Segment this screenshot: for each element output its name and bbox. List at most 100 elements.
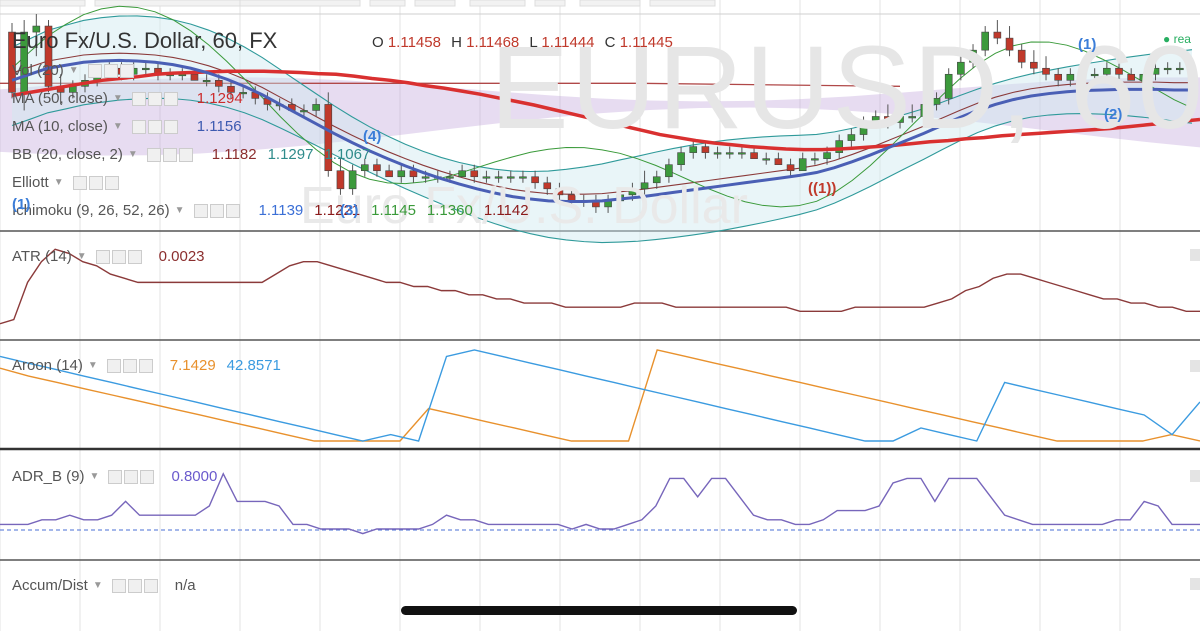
- indicator-controls[interactable]: [87, 63, 134, 78]
- close-icon[interactable]: [138, 358, 153, 373]
- indicator-controls[interactable]: [111, 578, 158, 593]
- candle: [957, 61, 965, 75]
- toolbar-tab: [649, 0, 716, 7]
- close-icon[interactable]: [163, 91, 178, 106]
- accum-label[interactable]: Accum/Dist: [12, 577, 88, 594]
- chevron-down-icon[interactable]: ▼: [53, 177, 64, 188]
- live-label: rea: [1173, 32, 1191, 46]
- candle: [884, 116, 892, 123]
- scale-handle: [1190, 578, 1200, 590]
- gear-icon[interactable]: [122, 358, 137, 373]
- indicator-controls[interactable]: [146, 147, 193, 162]
- indicator-controls[interactable]: [72, 175, 119, 190]
- indicator-controls[interactable]: [131, 119, 178, 134]
- indicator-legend-item: BB (20, close, 2) ▼ 1.1182 1.1297 1.1067: [12, 146, 370, 163]
- atr-label[interactable]: ATR (14): [12, 248, 72, 265]
- high-label: H: [451, 34, 462, 51]
- indicator-label[interactable]: Vol (20): [12, 62, 64, 79]
- gear-icon[interactable]: [88, 175, 103, 190]
- indicator-legend-item: MA (10, close) ▼ 1.1156: [12, 118, 242, 135]
- gear-icon[interactable]: [127, 578, 142, 593]
- atr-value: 0.0023: [158, 248, 205, 265]
- eye-icon[interactable]: [72, 175, 87, 190]
- candle: [1066, 73, 1075, 81]
- eye-icon[interactable]: [131, 119, 146, 134]
- candle: [774, 158, 783, 165]
- eye-icon[interactable]: [146, 147, 161, 162]
- chevron-down-icon[interactable]: ▼: [68, 65, 79, 76]
- candle: [969, 49, 977, 63]
- indicator-label[interactable]: BB (20, close, 2): [12, 146, 123, 163]
- candle: [1127, 73, 1135, 81]
- eye-icon[interactable]: [95, 249, 110, 264]
- close-icon[interactable]: [178, 147, 193, 162]
- close-icon[interactable]: [127, 249, 142, 264]
- aroon-down-line: [0, 349, 1200, 442]
- indicator-label[interactable]: Elliott: [12, 174, 49, 191]
- gear-icon[interactable]: [124, 469, 139, 484]
- chevron-down-icon[interactable]: ▼: [174, 205, 185, 216]
- eye-icon[interactable]: [106, 358, 121, 373]
- close-icon[interactable]: [140, 469, 155, 484]
- close-icon[interactable]: [143, 578, 158, 593]
- gear-icon[interactable]: [147, 119, 162, 134]
- indicator-value: 1.1221: [314, 202, 361, 219]
- chevron-down-icon[interactable]: ▼: [87, 360, 98, 371]
- scale-handle: [1190, 249, 1200, 261]
- candle: [202, 80, 211, 83]
- eye-icon[interactable]: [111, 578, 126, 593]
- indicator-controls[interactable]: [131, 91, 178, 106]
- indicator-value: 1.1294: [196, 90, 243, 107]
- close-icon[interactable]: [163, 119, 178, 134]
- close-icon[interactable]: [119, 63, 134, 78]
- eye-icon[interactable]: [131, 91, 146, 106]
- chevron-down-icon[interactable]: ▼: [127, 149, 138, 160]
- indicator-label[interactable]: MA (10, close): [12, 118, 108, 135]
- toolbar-tab: [239, 0, 361, 7]
- chevron-down-icon[interactable]: ▼: [112, 121, 123, 132]
- adr-label[interactable]: ADR_B (9): [12, 468, 85, 485]
- candle: [738, 152, 746, 155]
- chevron-down-icon[interactable]: ▼: [89, 471, 100, 482]
- gear-icon[interactable]: [103, 63, 118, 78]
- close-value: 1.11445: [619, 34, 673, 51]
- indicator-label[interactable]: MA (50, close): [12, 90, 108, 107]
- indicator-controls[interactable]: [108, 469, 155, 484]
- atr-legend: ATR (14) ▼ 0.0023: [12, 248, 205, 265]
- candle: [32, 25, 41, 33]
- candle: [665, 164, 673, 178]
- indicator-controls[interactable]: [95, 249, 142, 264]
- indicator-value: 1.1297: [267, 146, 314, 163]
- candle: [640, 182, 649, 190]
- chevron-down-icon[interactable]: ▼: [76, 251, 87, 262]
- eye-icon[interactable]: [193, 203, 208, 218]
- chevron-down-icon[interactable]: ▼: [92, 580, 103, 591]
- gear-icon[interactable]: [162, 147, 177, 162]
- indicator-controls[interactable]: [106, 358, 153, 373]
- live-indicator: ● rea: [1163, 32, 1191, 46]
- candle: [300, 110, 308, 113]
- gear-icon[interactable]: [111, 249, 126, 264]
- candle: [8, 31, 16, 93]
- aroon-up-line: [0, 349, 1200, 442]
- aroon-label[interactable]: Aroon (14): [12, 357, 83, 374]
- gear-icon[interactable]: [147, 91, 162, 106]
- candle: [677, 152, 685, 165]
- close-icon[interactable]: [104, 175, 119, 190]
- eye-icon[interactable]: [108, 469, 123, 484]
- home-indicator[interactable]: [401, 606, 797, 615]
- indicator-controls[interactable]: [193, 203, 240, 218]
- indicator-label[interactable]: Ichimoku (9, 26, 52, 26): [12, 202, 170, 219]
- toolbar-tab: [0, 0, 86, 7]
- elliott-wave-label: (4): [363, 128, 382, 145]
- symbol-watermark: EURUSD, 60: [490, 22, 1200, 154]
- candle: [519, 176, 527, 179]
- toolbar-tab: [534, 0, 566, 7]
- gear-icon[interactable]: [209, 203, 224, 218]
- candle: [798, 158, 807, 172]
- ichimoku-lagging: [11, 5, 1193, 208]
- eye-icon[interactable]: [87, 63, 102, 78]
- close-icon[interactable]: [225, 203, 240, 218]
- chevron-down-icon[interactable]: ▼: [112, 93, 123, 104]
